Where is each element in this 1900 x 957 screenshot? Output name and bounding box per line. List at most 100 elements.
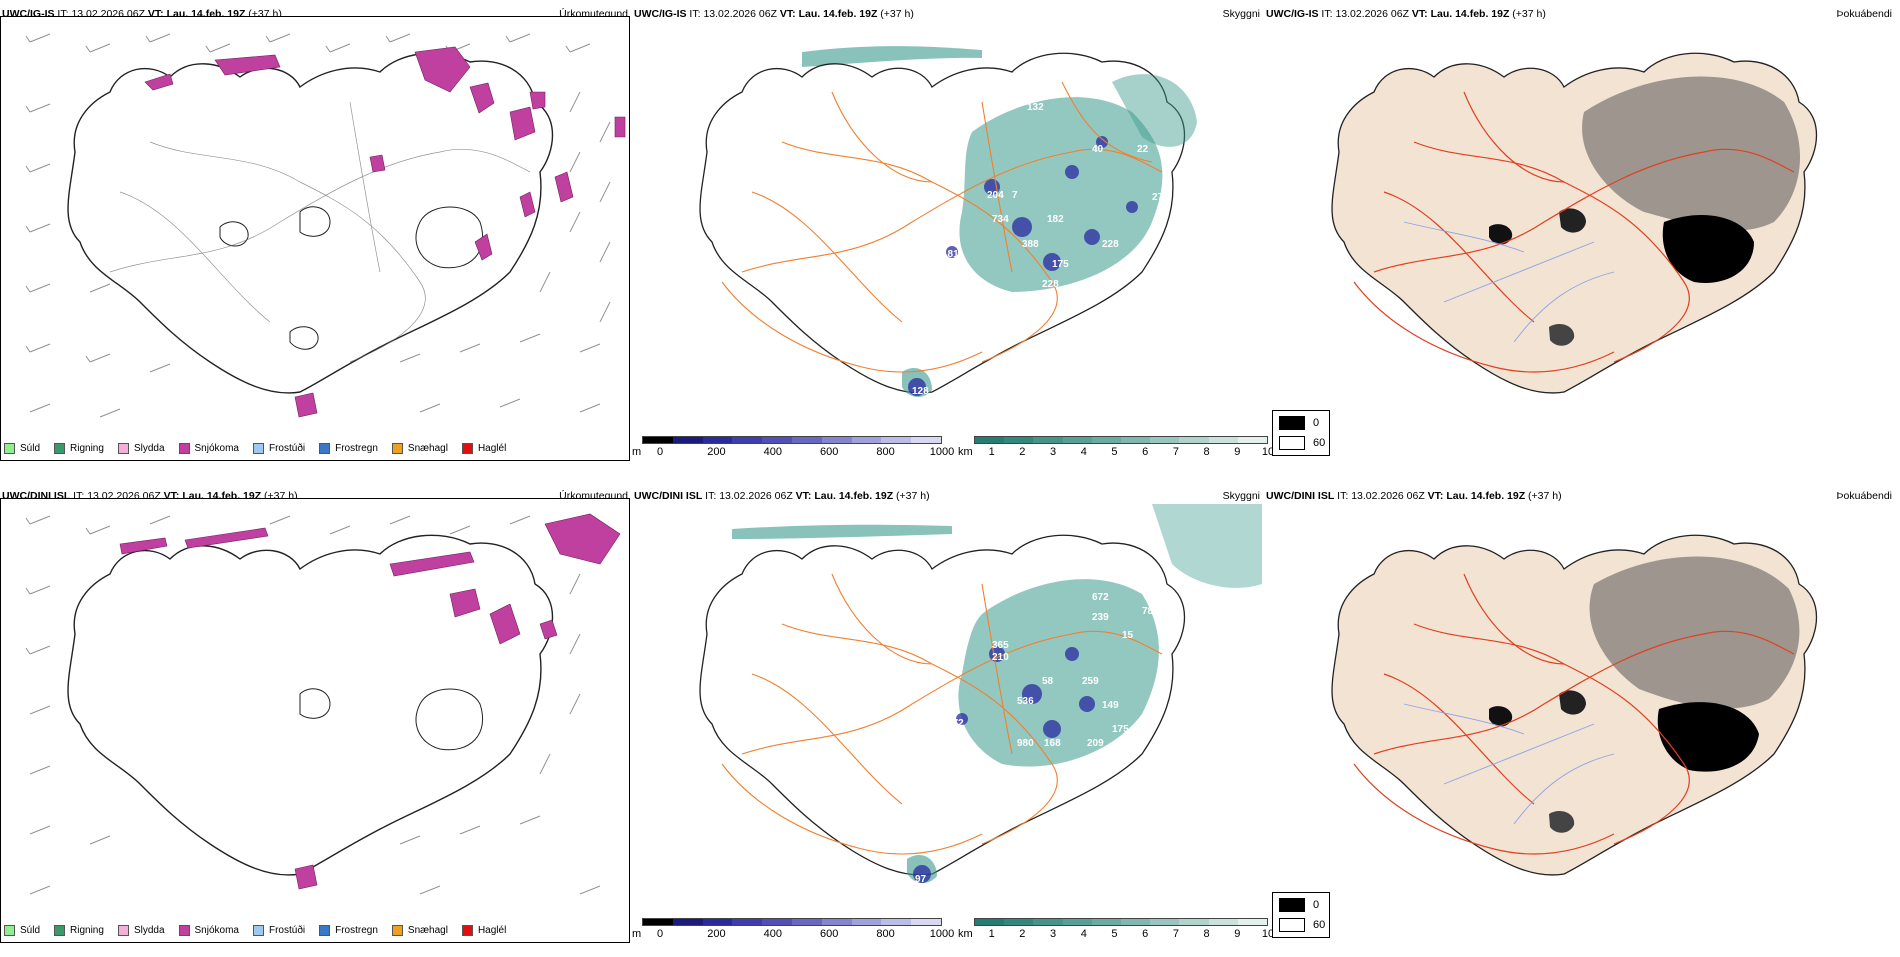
fog-legend: 0 60 — [1272, 892, 1330, 938]
legend-swatch — [117, 442, 129, 454]
legend-item: Frostregn — [319, 924, 378, 936]
svg-text:259: 259 — [1082, 676, 1099, 687]
tick-label: 9 — [1234, 928, 1241, 940]
legend-swatch — [252, 924, 264, 936]
height-colorbar-row2: m 0 200 400 600 800 1000 — [632, 918, 954, 944]
legend-label: Snjókoma — [194, 924, 239, 936]
panel-header: UWC/DINI ISL IT: 13.02.2026 06Z VT: Lau.… — [634, 490, 1260, 502]
legend-label: Slydda — [133, 442, 165, 454]
legend-swatch — [178, 924, 190, 936]
fog-legend: 0 60 — [1272, 410, 1330, 456]
height-ticks: 0 200 400 600 800 1000 — [642, 928, 954, 942]
svg-text:672: 672 — [1092, 592, 1109, 603]
tick-label: 8 — [1203, 446, 1210, 458]
legend-label: Súld — [20, 924, 41, 936]
svg-text:204: 204 — [987, 190, 1004, 201]
svg-text:372: 372 — [947, 718, 964, 729]
iceland-outline — [67, 52, 554, 394]
svg-text:365: 365 — [992, 640, 1009, 651]
legend-label: Rigning — [70, 924, 104, 936]
legend-swatch — [117, 924, 129, 936]
panel-title: Skyggni — [1222, 8, 1260, 20]
svg-text:388: 388 — [1022, 239, 1039, 250]
legend-item: Frostúði — [252, 442, 305, 454]
svg-text:58: 58 — [1042, 676, 1054, 687]
legend-swatch — [461, 442, 473, 454]
legend-item: Haglél — [461, 924, 507, 936]
legend-label: Snjókoma — [194, 442, 239, 454]
svg-text:734: 734 — [992, 214, 1009, 225]
panel-header: UWC/IG-IS IT: 13.02.2026 06Z VT: Lau. 14… — [1266, 8, 1892, 20]
tick-label: 1000 — [929, 446, 955, 458]
tick-label: 10 — [1261, 446, 1275, 458]
legend-label: Rigning — [70, 442, 104, 454]
tick-label: 5 — [1111, 446, 1118, 458]
tick-label: 10 — [1261, 928, 1275, 940]
panel-header: UWC/DINI ISL IT: 13.02.2026 06Z VT: Lau.… — [1266, 490, 1892, 502]
legend-label: Frostúði — [268, 924, 306, 936]
tick-label: 1000 — [929, 928, 955, 940]
svg-text:781: 781 — [1142, 606, 1159, 617]
tick-label: 200 — [707, 928, 726, 940]
legend-item: Frostregn — [319, 442, 378, 454]
legend-label: Haglél — [477, 924, 507, 936]
legend-swatch — [391, 442, 403, 454]
panel-title: Þokuábendi — [1836, 490, 1892, 502]
legend-item: Snæhagl — [391, 442, 448, 454]
precip-map — [25, 513, 621, 895]
svg-text:210: 210 — [992, 652, 1009, 663]
svg-text:980: 980 — [1017, 738, 1034, 749]
legend-swatch — [54, 442, 66, 454]
svg-text:536: 536 — [1017, 696, 1034, 707]
glacier-outlines — [219, 206, 484, 350]
legend-item: Slydda — [117, 924, 165, 936]
visibility-map: 132 40 22 204 7 734 182 27 388 228 175 1… — [699, 46, 1197, 398]
legend-label: Snæhagl — [407, 442, 448, 454]
tick-label: 600 — [820, 446, 839, 458]
precip-legend: Súld Rigning Slydda Snjókoma Frostúði Frostre… — [4, 440, 518, 456]
fog-map — [1331, 534, 1818, 876]
tick-label: 4 — [1080, 446, 1087, 458]
visibility-ticks: 1 2 3 4 5 6 7 8 9 10 — [974, 446, 1275, 460]
legend-item: Rigning — [54, 924, 104, 936]
svg-text:228: 228 — [1102, 239, 1119, 250]
fog-map — [1331, 52, 1818, 394]
svg-text:209: 209 — [1087, 738, 1104, 749]
visibility-panel-row2: UWC/DINI ISL IT: 13.02.2026 06Z VT: Lau.… — [632, 482, 1274, 957]
svg-text:7: 7 — [1012, 190, 1018, 201]
panel-title: Þokuábendi — [1836, 8, 1892, 20]
svg-text:181: 181 — [942, 249, 959, 260]
visibility-colorbar-row2: km 1 2 3 4 5 6 7 8 9 10 — [958, 918, 1274, 944]
legend-swatch — [178, 442, 190, 454]
tick-label: 8 — [1203, 928, 1210, 940]
legend-item: Snjókoma — [178, 442, 239, 454]
precip-panel-row1: UWC/IG-IS IT: 13.02.2026 06Z VT: Lau. 14… — [0, 0, 630, 475]
legend-item: Súld — [4, 924, 41, 936]
svg-text:132: 132 — [1027, 102, 1044, 113]
tick-label: 400 — [763, 446, 782, 458]
svg-text:182: 182 — [1047, 214, 1064, 225]
precip-panel-row2: UWC/DINI ISL IT: 13.02.2026 06Z VT: Lau.… — [0, 482, 630, 957]
cloud-base-labels: 132 40 22 204 7 734 182 27 388 228 175 1… — [872, 102, 1164, 397]
svg-text:22: 22 — [1137, 144, 1149, 155]
tick-label: 9 — [1234, 446, 1241, 458]
svg-text:15: 15 — [1122, 630, 1134, 641]
precip-legend-row2: Súld Rigning Slydda Snjókoma Frostúði Frostre… — [4, 922, 518, 938]
svg-text:168: 168 — [1044, 738, 1061, 749]
legend-label: Frostregn — [335, 924, 378, 936]
tick-label: 800 — [876, 446, 895, 458]
legend-item: Rigning — [54, 442, 104, 454]
tick-label: 3 — [1049, 928, 1057, 940]
tick-label: 1 — [988, 928, 995, 940]
tick-label: 3 — [1049, 446, 1057, 458]
legend-label: Frostregn — [335, 442, 378, 454]
legend-label: Haglél — [477, 442, 507, 454]
visibility-colorbar: km 1 2 3 4 5 6 7 8 9 10 — [958, 436, 1275, 462]
snow-patches — [144, 46, 626, 418]
legend-swatch — [252, 442, 264, 454]
legend-label: Snæhagl — [407, 924, 448, 936]
tick-label: 0 — [656, 928, 664, 940]
tick-label: 800 — [876, 928, 895, 940]
visibility-map: 672 239 781 15 210 365 58 259 536 149 17… — [699, 504, 1262, 885]
tick-label: 2 — [1019, 928, 1026, 940]
